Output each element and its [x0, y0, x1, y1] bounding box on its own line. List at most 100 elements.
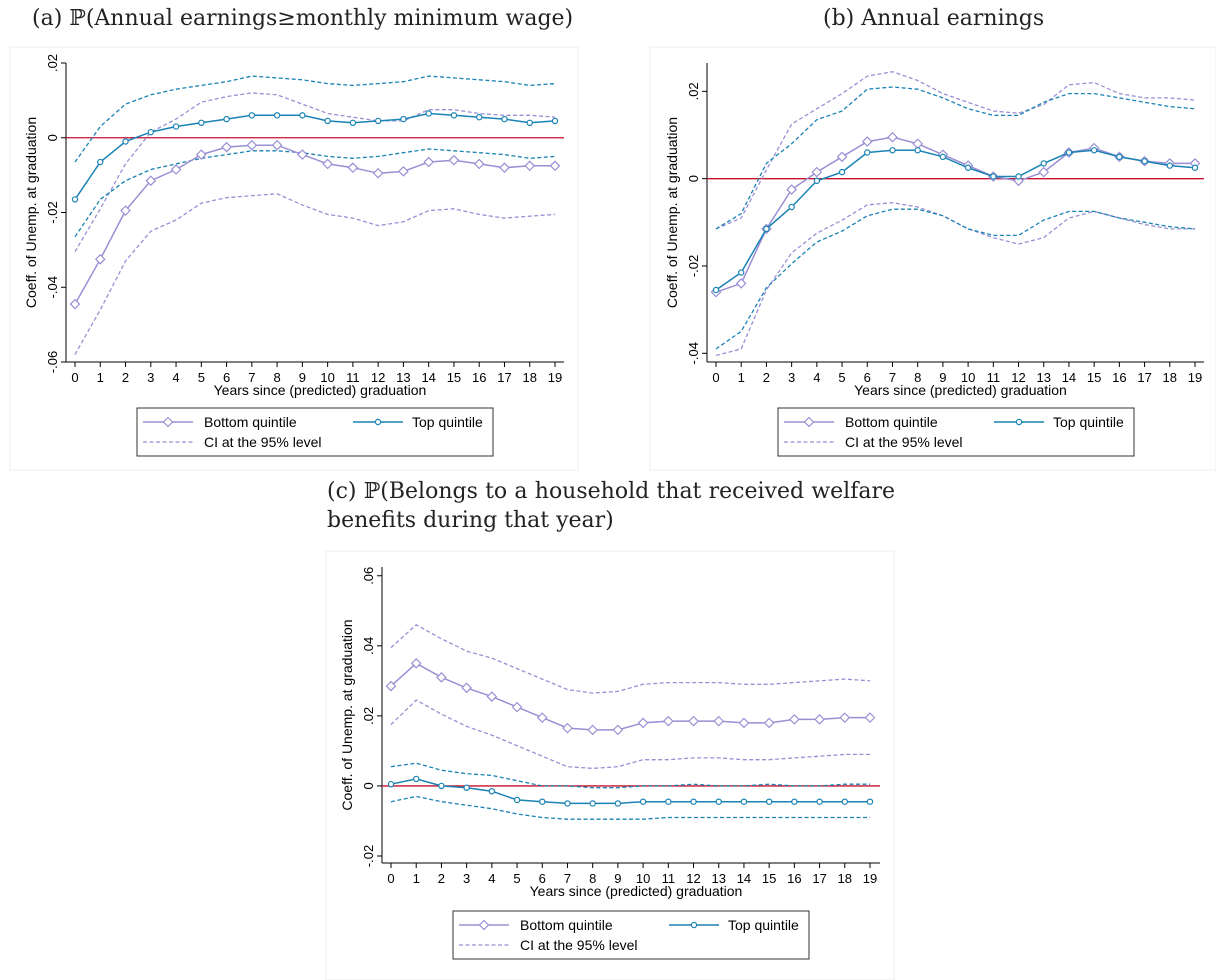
point-bottom-quintile	[738, 717, 750, 729]
y-tick-label: -.02	[686, 255, 701, 277]
point-top-quintile	[791, 798, 798, 805]
x-tick-label: 14	[421, 370, 435, 385]
x-tick-label: 15	[1087, 370, 1101, 385]
series-line-top	[74, 112, 556, 200]
plot-frame	[649, 46, 1216, 471]
x-tick-label: 8	[589, 871, 596, 886]
point-top-quintile	[513, 796, 521, 804]
legend-label-top-quintile: Top quintile	[1053, 414, 1124, 430]
point-top-quintile	[639, 798, 647, 805]
point-bottom-quintile	[473, 158, 485, 170]
point-bottom-quintile	[713, 715, 725, 727]
x-tick-label: 10	[636, 871, 650, 886]
point-top-quintile	[488, 787, 496, 795]
point-top-quintile	[939, 153, 947, 161]
point-top-quintile	[147, 128, 154, 136]
point-bottom-quintile	[562, 722, 573, 734]
point-top-quintile	[690, 798, 697, 805]
point-top-quintile	[97, 158, 104, 166]
legend-label-top-quintile: Top quintile	[412, 414, 483, 430]
x-tick-label: 1	[738, 370, 745, 385]
ci-line-top	[390, 762, 870, 789]
x-tick-label: 1	[413, 871, 420, 886]
x-tick-label: 19	[548, 370, 562, 385]
x-tick-label: 19	[1188, 370, 1202, 385]
y-tick-label: 0	[361, 782, 376, 789]
point-top-quintile	[990, 173, 997, 180]
point-bottom-quintile	[861, 136, 873, 147]
x-tick-label: 9	[614, 871, 621, 886]
chart-panel-b: -.04-.020.020 1 2 3 4 5 6 7 8 9 10 11 12 13 14 15 16 17 18…	[649, 46, 1216, 471]
ci-line-bottom	[715, 202, 1195, 357]
x-tick-label: 8	[914, 370, 921, 385]
series-line-top	[715, 149, 1196, 291]
point-bottom-quintile	[322, 158, 333, 170]
legend-marker-diamond	[162, 416, 174, 428]
point-bottom-quintile	[246, 139, 258, 151]
point-top-quintile	[551, 117, 559, 125]
point-top-quintile	[763, 225, 770, 233]
y-axis-title: Coeff. of Unemp. at graduation	[339, 619, 355, 810]
x-tick-label: 18	[523, 370, 537, 385]
legend-marker-diamond	[478, 919, 490, 931]
point-top-quintile	[1116, 153, 1123, 161]
point-bottom-quintile	[372, 167, 384, 179]
x-tick-label: 18	[1163, 370, 1177, 385]
point-top-quintile	[526, 119, 533, 127]
x-tick-label: 0	[712, 370, 719, 385]
series-line-top	[390, 778, 870, 805]
point-bottom-quintile	[637, 717, 649, 729]
point-top-quintile	[738, 269, 745, 276]
x-tick-label: 16	[787, 871, 801, 886]
point-bottom-quintile	[94, 253, 106, 265]
x-tick-label: 2	[438, 871, 445, 886]
x-tick-label: 6	[223, 370, 230, 385]
x-tick-label: 5	[838, 370, 845, 385]
x-tick-label: 5	[513, 871, 520, 886]
x-tick-label: 17	[497, 370, 511, 385]
point-bottom-quintile	[549, 160, 561, 172]
point-top-quintile	[864, 149, 871, 156]
x-tick-label: 0	[387, 871, 394, 886]
point-bottom-quintile	[398, 166, 409, 177]
x-tick-label: 10	[320, 370, 334, 385]
x-tick-label: 12	[371, 370, 385, 385]
point-top-quintile	[614, 800, 622, 807]
point-top-quintile	[122, 138, 129, 145]
point-bottom-quintile	[524, 160, 536, 172]
point-bottom-quintile	[145, 175, 157, 187]
x-tick-label: 10	[961, 370, 975, 385]
point-top-quintile	[866, 798, 874, 805]
legend: Bottom quintile Top quintile CI at the 95%…	[777, 407, 1135, 457]
x-tick-label: 7	[889, 370, 896, 385]
point-top-quintile	[463, 784, 470, 791]
legend-box	[452, 910, 810, 960]
point-top-quintile	[1015, 173, 1022, 180]
point-top-quintile	[1141, 158, 1148, 165]
y-tick-label: 0	[686, 175, 701, 182]
point-top-quintile	[1191, 164, 1199, 171]
x-tick-label: 3	[463, 871, 470, 886]
y-tick-label: -.04	[45, 276, 60, 298]
point-top-quintile	[589, 800, 596, 807]
x-tick-label: 6	[539, 871, 546, 886]
point-top-quintile	[914, 147, 921, 154]
y-tick-label: -.02	[361, 845, 376, 867]
x-tick-label: 4	[488, 871, 495, 886]
point-bottom-quintile	[499, 162, 510, 173]
point-bottom-quintile	[662, 715, 674, 727]
panel-b-title: (b) Annual earnings	[823, 6, 1045, 31]
y-tick-label: -.06	[45, 351, 60, 373]
x-tick-label: 6	[864, 370, 871, 385]
x-tick-label: 8	[273, 370, 280, 385]
chart-panel-c: -.020.02.04.060 1 2 3 4 5 6 7 8 9 10 11 12 13 14 15 16 17…	[325, 550, 895, 980]
point-top-quintile	[476, 113, 483, 121]
panel-c-title: (c) ℙ(Belongs to a household that receiv…	[327, 479, 895, 533]
x-tick-label: 12	[686, 871, 700, 886]
x-tick-label: 4	[813, 370, 820, 385]
point-top-quintile	[665, 798, 672, 805]
legend-label-ci: CI at the 95% level	[204, 434, 322, 450]
point-top-quintile	[223, 115, 230, 123]
y-tick-label: -.04	[686, 342, 701, 364]
